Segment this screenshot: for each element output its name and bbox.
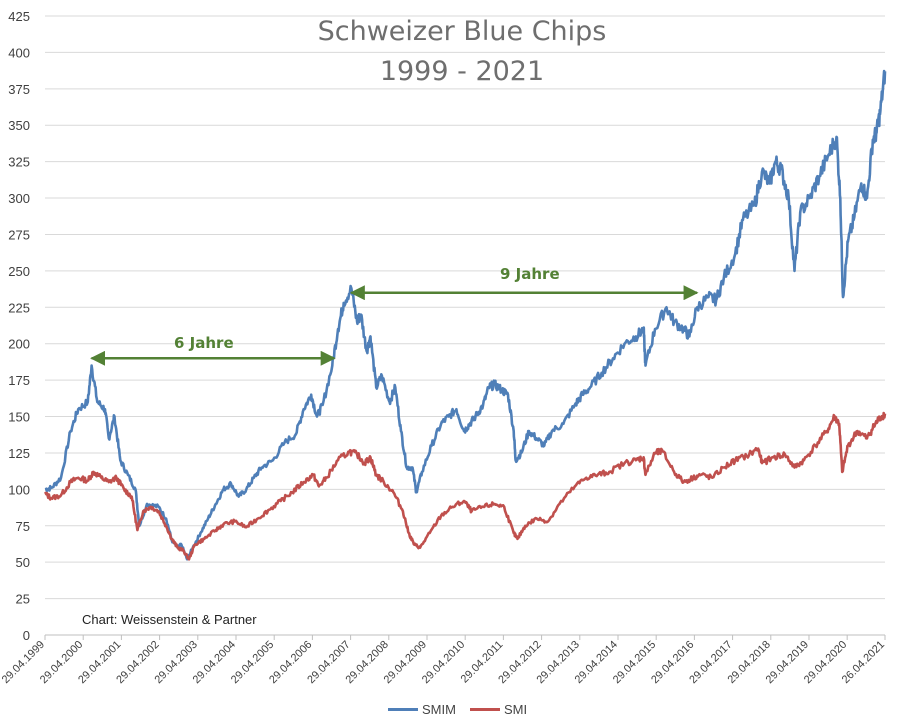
chart-title-line2: 1999 - 2021 [379, 56, 545, 87]
legend-swatch-smi [469, 708, 500, 711]
y-tick-label: 250 [8, 264, 30, 279]
series-line-smim [44, 69, 887, 561]
legend-item-smim: SMIM [388, 702, 456, 717]
y-tick-label: 425 [8, 9, 30, 24]
legend-label-smim: SMIM [422, 702, 456, 717]
y-tick-label: 375 [8, 82, 30, 97]
annotation-6-jahre: 6 Jahre [174, 334, 234, 352]
y-tick-label: 100 [8, 482, 30, 497]
y-tick-label: 300 [8, 191, 30, 206]
series-lines [44, 69, 887, 561]
legend-swatch-smim [388, 708, 418, 711]
y-tick-label: 200 [8, 337, 30, 352]
series-line-smi [44, 411, 887, 561]
y-tick-label: 25 [16, 592, 30, 607]
legend-label-smi: SMI [503, 702, 528, 717]
y-tick-label: 175 [8, 373, 30, 388]
y-tick-label: 325 [8, 155, 30, 170]
y-tick-label: 0 [23, 628, 30, 643]
y-tick-label: 350 [8, 118, 30, 133]
annotation-arrows [90, 285, 699, 366]
grid-lines [45, 15, 885, 636]
chart-source-note: Chart: Weissenstein & Partner [82, 612, 257, 627]
x-axis: 29.04.199929.04.200029.04.200129.04.2002… [0, 635, 887, 686]
y-tick-label: 150 [8, 410, 30, 425]
y-tick-label: 125 [8, 446, 30, 461]
legend-item-smi: SMI [469, 702, 528, 717]
y-tick-label: 400 [8, 45, 30, 60]
y-tick-label: 225 [8, 300, 30, 315]
y-tick-label: 50 [16, 555, 30, 570]
chart-title-line1: Schweizer Blue Chips [317, 16, 607, 47]
y-tick-label: 75 [16, 519, 30, 534]
y-tick-label: 275 [8, 227, 30, 242]
annotation-9-jahre: 9 Jahre [500, 265, 560, 283]
legend: SMIM SMI [388, 702, 541, 717]
y-axis: 0 25 50 75 100 125 150 175 200 225 250 275 300 325 350… [8, 9, 30, 643]
